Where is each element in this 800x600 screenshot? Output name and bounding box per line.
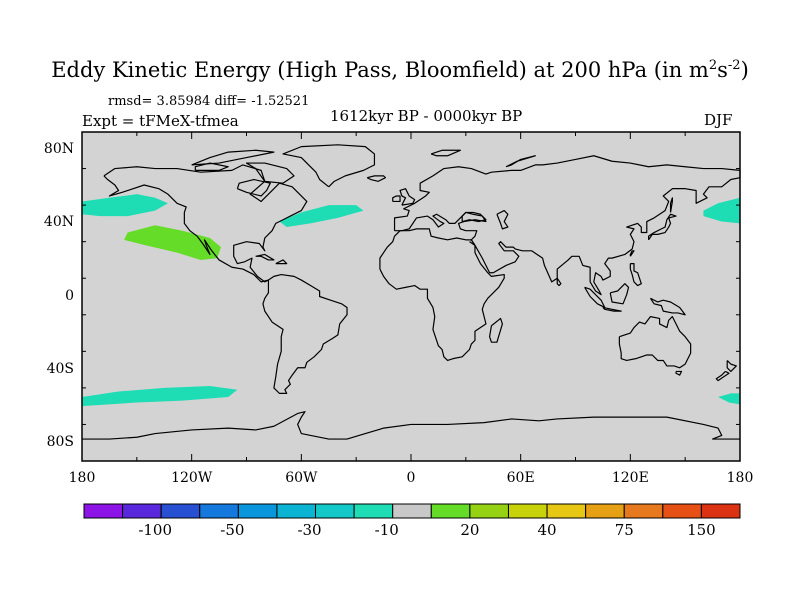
anomaly-south-pacific xyxy=(82,386,238,407)
colorbar-box xyxy=(623,503,664,519)
period-label: 1612kyr BP - 0000kyr BP xyxy=(330,107,523,125)
rmsd-diff-stats: rmsd= 3.85984 diff= -1.52521 xyxy=(108,94,310,109)
coastline-antarctica xyxy=(82,411,740,440)
colorbar-box xyxy=(122,503,162,519)
coastline-new-zealand-n xyxy=(726,360,737,373)
coastline-north-america xyxy=(103,164,308,283)
coastline-philippines xyxy=(629,263,642,287)
lon-label: 60W xyxy=(285,470,318,486)
lon-label: 180 xyxy=(68,470,96,486)
anomaly-regions xyxy=(82,194,740,407)
lon-label: 0 xyxy=(406,470,416,486)
lon-label: 120E xyxy=(611,470,649,486)
lat-label: 0 xyxy=(65,287,74,304)
colorbar-label: 20 xyxy=(460,521,480,539)
colorbar-box xyxy=(430,503,471,519)
coastline-baffin xyxy=(245,162,295,184)
colorbar-box xyxy=(469,503,509,519)
colorbar-box xyxy=(662,503,702,519)
lon-label: 120W xyxy=(171,470,213,486)
coastline-hispaniola xyxy=(275,259,288,265)
coastline-java xyxy=(602,306,622,312)
lat-label: 80S xyxy=(46,433,74,450)
colorbar-box xyxy=(160,503,201,519)
anomaly-north-pacific-west xyxy=(703,197,740,224)
experiment-label: Expt = tFMeX-tfmea xyxy=(82,112,239,130)
coastline-new-guinea xyxy=(649,297,686,316)
coastline-uk xyxy=(399,188,416,206)
colorbar-label: 40 xyxy=(537,521,557,539)
anomaly-south-pacific-west xyxy=(718,393,740,405)
colorbar-box xyxy=(276,503,317,519)
axis-ticks xyxy=(81,131,741,462)
coastline-new-zealand-s xyxy=(715,370,730,382)
coastline-sri-lanka xyxy=(556,277,562,287)
plot-title: Eddy Kinetic Energy (High Pass, Bloomfie… xyxy=(51,58,749,82)
coastline-sakhalin xyxy=(669,197,673,213)
coastline-hudson-bay xyxy=(236,178,271,197)
lon-label: 180 xyxy=(726,470,754,486)
colorbar-box xyxy=(83,503,124,519)
colorbar-label: -50 xyxy=(220,521,245,539)
coastline-madagascar xyxy=(488,317,503,343)
colorbar-box xyxy=(585,503,625,519)
colorbar-box xyxy=(237,503,278,519)
coastline-taiwan xyxy=(629,250,635,257)
map-background xyxy=(82,132,740,461)
colorbar-box xyxy=(546,503,587,519)
anomaly-north-atlantic xyxy=(279,205,364,228)
coastline-cuba xyxy=(255,253,275,261)
lat-label: 40S xyxy=(46,360,74,377)
coastline-ireland xyxy=(392,195,401,203)
coastline-africa xyxy=(379,228,505,362)
coastline-south-america xyxy=(262,273,348,394)
colorbar-box xyxy=(315,503,355,519)
coastline-victoria-island xyxy=(194,162,229,171)
anomaly-north-pacific-east xyxy=(82,194,168,217)
lon-label: 60E xyxy=(506,470,535,486)
colorbar-label: 150 xyxy=(687,521,716,539)
coastline-iceland xyxy=(366,175,387,182)
colorbar-box xyxy=(199,503,239,519)
coastline-eurasia xyxy=(393,155,741,296)
coastline-caspian xyxy=(496,209,509,230)
anomaly-subtropical-east-pacific xyxy=(124,225,221,260)
coastline-borneo xyxy=(609,283,630,305)
colorbar-label: -100 xyxy=(138,521,173,539)
coastline-black-sea xyxy=(461,211,487,223)
colorbar-box xyxy=(507,503,548,519)
coastline-arabia-red-sea xyxy=(469,241,476,246)
coastline-greenland xyxy=(282,144,376,188)
colorbar-label: -10 xyxy=(374,521,399,539)
coastlines xyxy=(82,144,741,440)
coastline-arctic-islands xyxy=(191,149,275,166)
colorbar-box xyxy=(353,503,394,519)
colorbar-box xyxy=(700,503,741,519)
coastline-japan xyxy=(648,213,677,241)
season-label: DJF xyxy=(704,111,733,129)
coastline-australia xyxy=(618,316,692,369)
colorbar-label: -30 xyxy=(297,521,322,539)
coastline-tasmania xyxy=(675,370,683,376)
coastline-svalbard xyxy=(430,149,461,157)
colorbar-box xyxy=(392,503,432,519)
colorbar-label: 75 xyxy=(614,521,634,539)
lat-label: 80N xyxy=(43,141,74,158)
coastline-novaya-zemlya xyxy=(505,155,536,168)
lat-label: 40N xyxy=(43,214,74,231)
